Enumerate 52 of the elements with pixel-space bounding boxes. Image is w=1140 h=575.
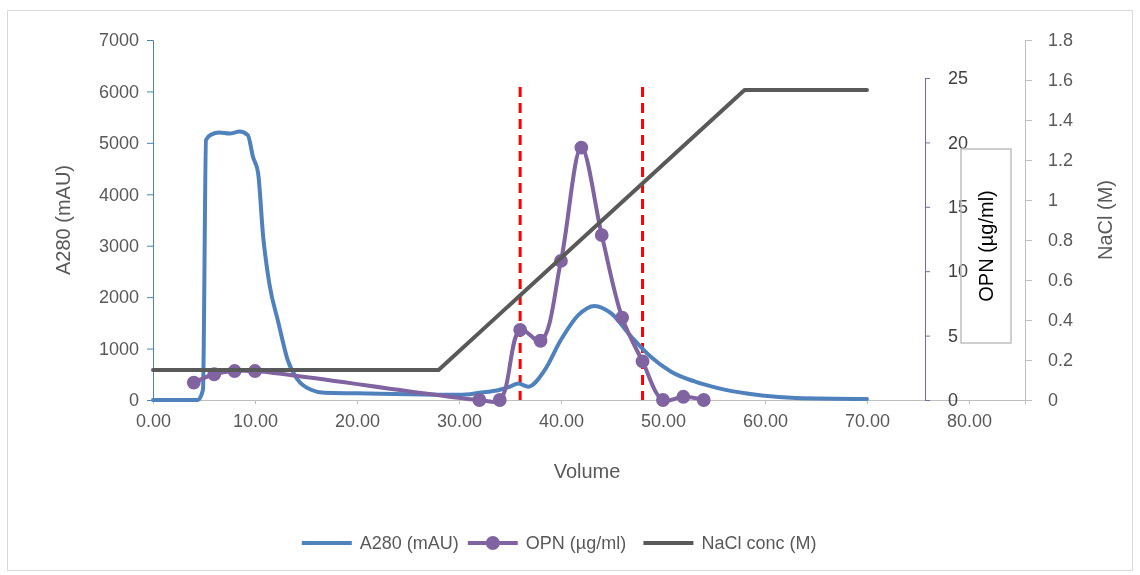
legend-label: NaCl conc (M)	[701, 533, 817, 553]
y-tick-label: 7000	[98, 30, 139, 51]
legend-label: A280 (mAU)	[359, 533, 459, 553]
y3-axis-title: OPN (µg/ml)	[975, 190, 997, 302]
y2-tick-label: 1.8	[1048, 30, 1074, 51]
y-tick-label: 6000	[98, 81, 139, 102]
y-tick-label: 2000	[98, 287, 139, 308]
point	[594, 228, 609, 243]
x-tick-label: 20.00	[334, 410, 380, 431]
y2-tick-label: 1	[1048, 190, 1059, 211]
y2-tick-label: 1.2	[1048, 150, 1074, 171]
point	[492, 393, 507, 407]
point	[656, 393, 670, 407]
point	[696, 393, 711, 407]
x-tick-label: 30.00	[436, 410, 482, 431]
y2-tick-label: 0	[1048, 390, 1059, 411]
y-tick-label: 1000	[98, 338, 139, 359]
x-tick-label: 0.00	[135, 410, 172, 431]
y-tick-label: 5000	[98, 133, 139, 154]
y3-tick-label: 20	[948, 132, 969, 153]
y2-tick-label: 0.4	[1048, 310, 1074, 331]
x-tick-label: 10.00	[232, 410, 279, 431]
point	[615, 310, 630, 325]
y3-tick-label: 15	[948, 197, 969, 218]
y3-tick-label: 10	[948, 261, 969, 282]
x-tick-label: 40.00	[538, 410, 584, 431]
y2-tick-label: 1.4	[1048, 110, 1074, 131]
y2-axis-title: NaCl (M)	[1094, 180, 1116, 260]
y2-tick-label: 0.2	[1048, 350, 1074, 371]
point	[635, 354, 650, 369]
point	[186, 375, 201, 390]
y2-tick-label: 0.6	[1048, 270, 1074, 291]
point	[472, 393, 487, 407]
y2-tick-label: 1.6	[1048, 70, 1074, 91]
x-tick-label: 50.00	[640, 410, 686, 431]
y-tick-label: 4000	[98, 184, 139, 205]
legend-label: OPN (µg/ml)	[525, 533, 627, 553]
y3-tick-label: 0	[948, 390, 959, 411]
x-tick-label: 60.00	[742, 410, 788, 431]
y3-tick-label: 5	[948, 325, 959, 346]
x-tick-label: 70.00	[844, 410, 890, 431]
y2-tick-label: 0.8	[1048, 230, 1074, 251]
y-axis-title: A280 (mAU)	[52, 164, 74, 276]
y-tick-label: 3000	[98, 235, 139, 256]
point	[574, 140, 589, 155]
point	[513, 322, 528, 337]
y-tick-label: 0	[128, 390, 139, 411]
point	[676, 389, 691, 404]
x-axis-title: Volume	[553, 460, 621, 482]
point	[533, 333, 548, 348]
x-tick-label: 80.00	[946, 410, 992, 431]
y3-tick-label: 25	[948, 68, 969, 89]
